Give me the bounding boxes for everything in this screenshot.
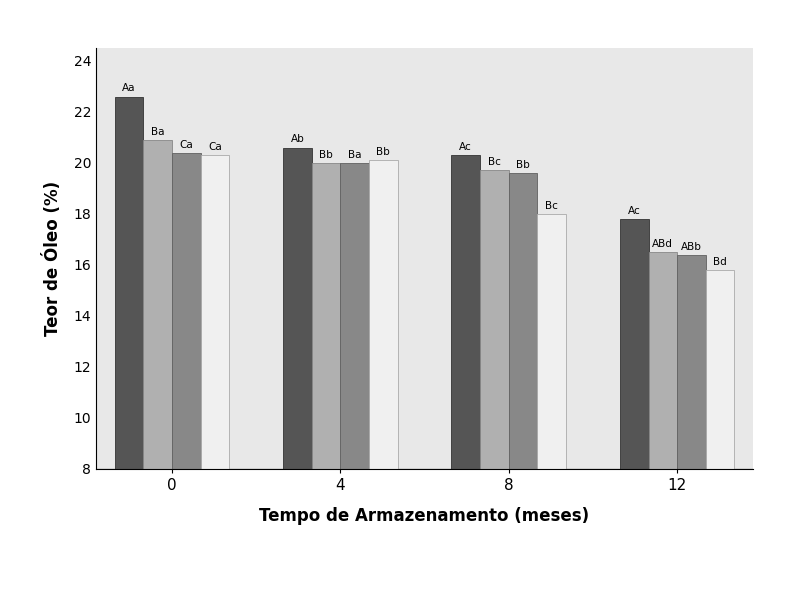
Bar [200,155,229,469]
Bar [369,160,397,469]
Bar [480,171,509,469]
Text: Ca: Ca [208,142,222,152]
Bar [509,173,537,469]
Bar [677,255,706,469]
Text: Ba: Ba [151,127,164,137]
Text: Bb: Bb [516,160,530,170]
Text: Bc: Bc [488,157,501,168]
Bar [620,219,649,469]
Text: Bb: Bb [319,150,333,160]
Bar [452,155,480,469]
Bar [172,153,200,469]
Text: Bc: Bc [545,201,558,211]
Bar [312,163,340,469]
Y-axis label: Teor de Óleo (%): Teor de Óleo (%) [43,181,62,336]
Text: Ba: Ba [348,150,361,160]
Text: Ca: Ca [179,139,193,150]
Text: Bb: Bb [376,147,390,157]
Text: ABb: ABb [681,242,702,252]
Text: ABd: ABd [652,239,674,249]
Bar [143,140,172,469]
Text: Ac: Ac [460,142,472,152]
Bar [283,147,312,469]
Text: Aa: Aa [123,84,135,94]
Bar [340,163,369,469]
Bar [649,252,677,469]
Text: Ab: Ab [291,135,304,144]
X-axis label: Tempo de Armazenamento (meses): Tempo de Armazenamento (meses) [260,507,590,525]
Bar [115,97,143,469]
Bar [537,214,566,469]
Text: Ac: Ac [628,206,641,216]
Bar [706,270,735,469]
Text: Bd: Bd [713,257,727,267]
